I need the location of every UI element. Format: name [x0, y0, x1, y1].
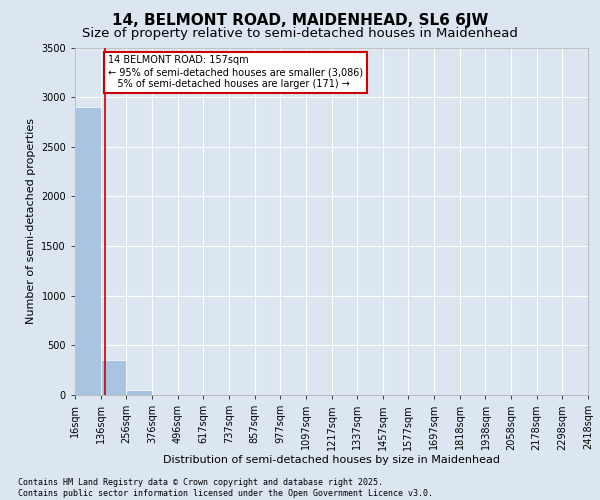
Bar [101, 360, 126, 395]
Y-axis label: Number of semi-detached properties: Number of semi-detached properties [26, 118, 35, 324]
X-axis label: Distribution of semi-detached houses by size in Maidenhead: Distribution of semi-detached houses by … [163, 455, 500, 465]
Text: 14 BELMONT ROAD: 157sqm
← 95% of semi-detached houses are smaller (3,086)
   5% : 14 BELMONT ROAD: 157sqm ← 95% of semi-de… [109, 56, 364, 88]
Text: 14, BELMONT ROAD, MAIDENHEAD, SL6 6JW: 14, BELMONT ROAD, MAIDENHEAD, SL6 6JW [112, 12, 488, 28]
Bar [126, 390, 152, 395]
Text: Contains HM Land Registry data © Crown copyright and database right 2025.
Contai: Contains HM Land Registry data © Crown c… [18, 478, 433, 498]
Text: Size of property relative to semi-detached houses in Maidenhead: Size of property relative to semi-detach… [82, 28, 518, 40]
Bar [75, 107, 101, 395]
